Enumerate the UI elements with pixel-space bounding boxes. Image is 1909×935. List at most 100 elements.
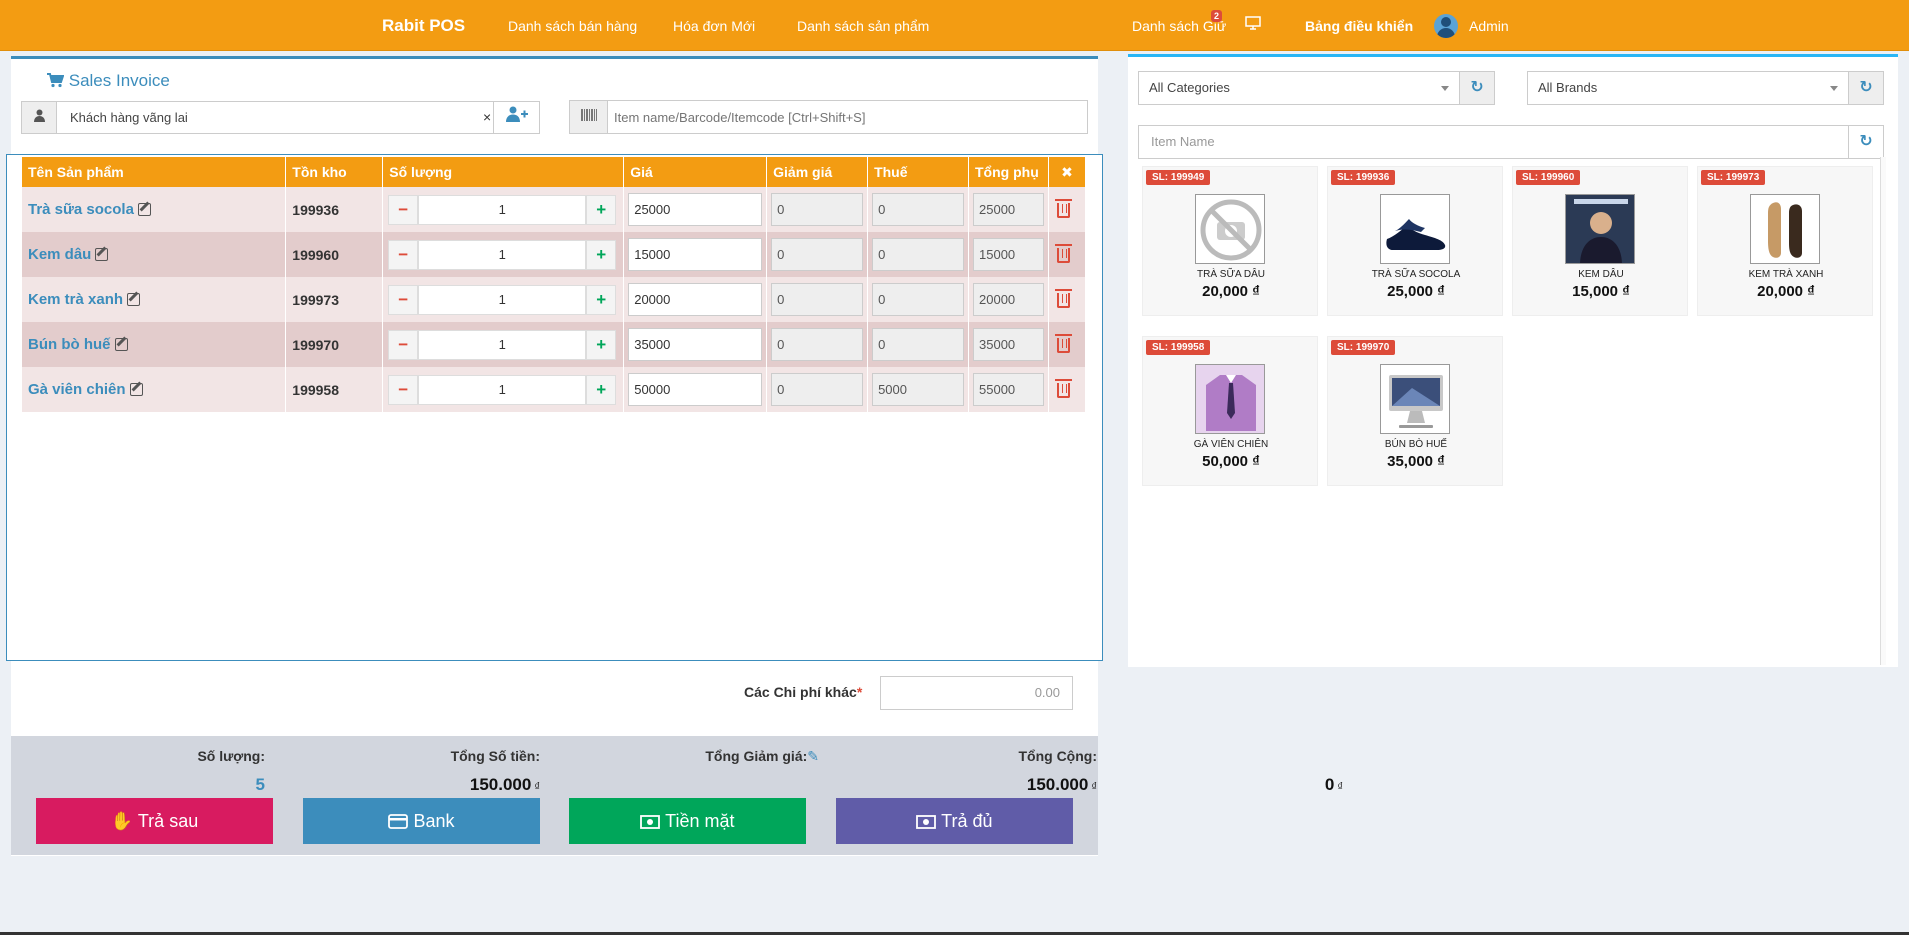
price-input[interactable]: 35000 (628, 328, 763, 361)
decrease-qty-button[interactable]: − (388, 374, 419, 405)
subtotal-input: 15000 (973, 238, 1044, 271)
item-search-input[interactable] (614, 107, 1074, 127)
trash-icon[interactable] (1054, 333, 1072, 353)
product-price: 15,000 ₫ (1572, 283, 1630, 300)
price-input[interactable]: 15000 (628, 238, 763, 271)
category-select[interactable]: All Categories (1138, 71, 1460, 105)
required-marker: * (856, 684, 863, 700)
decrease-qty-button[interactable]: − (388, 239, 419, 270)
increase-qty-button[interactable]: + (586, 374, 617, 405)
product-card[interactable]: SL: 199949 TRÀ SỮA DÂU 20,000 ₫ (1142, 166, 1318, 316)
total-discount: 0 ₫ (540, 775, 1343, 795)
trash-icon[interactable] (1054, 288, 1072, 308)
product-name-link[interactable]: Kem trà xanh (28, 291, 124, 308)
product-name: TRÀ SỮA DÂU (1197, 269, 1265, 280)
other-cost-label-text: Các Chi phí khác (744, 684, 857, 700)
edit-icon[interactable] (114, 338, 128, 351)
stock-badge: SL: 199949 (1146, 170, 1211, 185)
edit-icon[interactable] (137, 203, 151, 216)
user-name[interactable]: Admin (1469, 18, 1509, 34)
price-input[interactable]: 20000 (628, 283, 763, 316)
total-amount-value: 150.000 (469, 775, 532, 794)
product-card[interactable]: SL: 199973 KEM TRÀ XANH 20,000 ₫ (1697, 166, 1873, 316)
increase-qty-button[interactable]: + (586, 284, 617, 315)
refresh-items-button[interactable]: ↻ (1848, 125, 1884, 159)
product-name-link[interactable]: Trà sữa socola (28, 201, 134, 218)
quantity-stepper: −1 + (388, 194, 617, 225)
pay-later-label: Trả sau (137, 811, 199, 831)
customer-select-value: Khách hàng vãng lai (70, 110, 188, 125)
add-customer-button[interactable] (493, 102, 539, 133)
edit-icon[interactable] (127, 293, 141, 306)
grand-total: 150.000 ₫ (819, 775, 1097, 795)
bank-button[interactable]: Bank (303, 798, 540, 844)
total-discount-label-text: Tổng Giảm giá: (705, 748, 808, 764)
invoice-title: Sales Invoice (47, 71, 170, 91)
product-name-link[interactable]: Gà viên chiên (28, 381, 126, 398)
currency-symbol: ₫ (1091, 781, 1097, 793)
increase-qty-button[interactable]: + (586, 194, 617, 225)
cart-row: Gà viên chiên 199958 −1 + 50000 0 5000 55… (22, 367, 1087, 412)
nav-product-list[interactable]: Danh sách sản phẩm (797, 18, 930, 34)
product-price: 20,000 ₫ (1757, 283, 1815, 300)
trash-icon[interactable] (1054, 198, 1072, 218)
stock-badge: SL: 199970 (1331, 340, 1396, 355)
increase-qty-button[interactable]: + (586, 239, 617, 270)
product-price: 20,000 ₫ (1202, 283, 1260, 300)
item-search-field[interactable] (569, 100, 1088, 134)
decrease-qty-button[interactable]: − (388, 284, 419, 315)
brand-select-value: All Brands (1538, 80, 1598, 95)
quantity-input[interactable]: 1 (418, 374, 587, 405)
price-input[interactable]: 50000 (628, 373, 763, 406)
cash-button[interactable]: Tiền mặt (569, 798, 806, 844)
increase-qty-button[interactable]: + (586, 329, 617, 360)
subtotal-input: 25000 (973, 193, 1044, 226)
nav-hold-list[interactable]: Danh sách Giữ (1132, 18, 1227, 34)
totals-panel: Số lượng: 5 Tổng Số tiền: 150.000 ₫ Tổng … (11, 736, 1343, 855)
customer-select[interactable]: Khách hàng vãng lai × (21, 101, 540, 134)
product-card[interactable]: SL: 199958 GÀ VIÊN CHIÊN 50,000 ₫ (1142, 336, 1318, 486)
total-discount-value: 0 (1324, 775, 1335, 794)
decrease-qty-button[interactable]: − (388, 194, 419, 225)
stock-value: 199936 (285, 187, 384, 232)
pay-full-button[interactable]: Trả đủ (836, 798, 1073, 844)
item-name-search[interactable]: Item Name (1138, 125, 1859, 159)
quantity-input[interactable]: 1 (418, 239, 587, 270)
product-name-link[interactable]: Kem dâu (28, 246, 92, 263)
trash-icon[interactable] (1054, 243, 1072, 263)
quantity-input[interactable]: 1 (418, 284, 587, 315)
edit-icon[interactable] (95, 248, 109, 261)
product-name-link[interactable]: Bún bò huế (28, 336, 111, 353)
edit-discount-icon[interactable]: ✎ (807, 748, 819, 764)
decrease-qty-button[interactable]: − (388, 329, 419, 360)
product-price: 35,000 ₫ (1387, 453, 1445, 470)
loafer-image (1750, 194, 1820, 264)
stock-badge: SL: 199973 (1701, 170, 1766, 185)
product-card[interactable]: SL: 199960 KEM DÂU 15,000 ₫ (1512, 166, 1688, 316)
other-cost-input[interactable]: 0.00 (880, 676, 1073, 710)
product-card[interactable]: SL: 199936 TRÀ SỮA SOCOLA 25,000 ₫ (1327, 166, 1503, 316)
header-product-name: Tên Sản phẩm (22, 157, 287, 187)
refresh-brands-button[interactable]: ↻ (1848, 71, 1884, 105)
trash-icon[interactable] (1054, 378, 1072, 398)
quantity-input[interactable]: 1 (418, 194, 587, 225)
refresh-categories-button[interactable]: ↻ (1459, 71, 1495, 105)
clear-all-icon[interactable]: ✖ (1048, 157, 1087, 187)
brand-logo[interactable]: Rabit POS (382, 16, 466, 35)
edit-icon[interactable] (129, 383, 143, 396)
price-input[interactable]: 25000 (628, 193, 763, 226)
catalog-scrollbar[interactable] (1880, 157, 1886, 665)
product-card[interactable]: SL: 199970 BÚN BÒ HUẾ 35,000 ₫ (1327, 336, 1503, 486)
brand-select[interactable]: All Brands (1527, 71, 1849, 105)
user-avatar[interactable] (1434, 14, 1458, 38)
monitor-icon[interactable] (1245, 16, 1261, 33)
quantity-input[interactable]: 1 (418, 329, 587, 360)
nav-new-invoice[interactable]: Hóa đơn Mới (673, 18, 756, 34)
nav-sales-list[interactable]: Danh sách bán hàng (508, 18, 638, 34)
invoice-title-text: Sales Invoice (68, 71, 170, 90)
nav-dashboard[interactable]: Bảng điều khiển (1305, 18, 1414, 34)
header-price: Giá (623, 157, 768, 187)
total-amount: 150.000 ₫ (265, 775, 540, 795)
clear-customer-icon[interactable]: × (483, 109, 492, 125)
pay-later-button[interactable]: ✋ Trả sau (36, 798, 273, 844)
